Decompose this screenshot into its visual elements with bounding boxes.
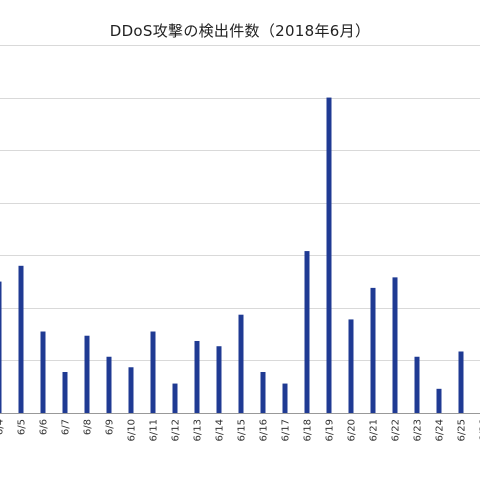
bar — [326, 97, 332, 414]
bar — [128, 367, 134, 413]
x-tick-label: 6/10 — [127, 419, 138, 441]
bar — [18, 265, 24, 413]
x-tick-label: 6/14 — [215, 419, 226, 441]
x-tick-label: 6/11 — [149, 419, 160, 441]
bar — [304, 251, 310, 413]
bar — [238, 314, 244, 413]
bar — [172, 383, 178, 413]
x-tick-label: 6/15 — [237, 419, 248, 441]
chart-title: DDoS攻撃の検出件数（2018年6月） — [109, 22, 371, 40]
bar — [392, 277, 398, 413]
bar — [106, 356, 112, 413]
x-tick-label: 6/4 — [0, 419, 6, 435]
x-tick-label: 6/20 — [347, 419, 358, 441]
bar — [282, 383, 288, 413]
x-tick-label: 6/25 — [457, 419, 468, 441]
x-tick-label: 6/16 — [259, 419, 270, 441]
x-tick-label: 6/24 — [435, 419, 446, 441]
bar — [0, 281, 2, 413]
bar — [348, 319, 354, 413]
bar — [84, 335, 90, 413]
bars — [0, 97, 464, 414]
gridlines — [0, 45, 480, 361]
x-tick-label: 6/9 — [105, 419, 116, 435]
x-tick-label: 6/6 — [39, 419, 50, 435]
x-tick-label: 6/13 — [193, 419, 204, 441]
bar — [414, 356, 420, 413]
x-tick-label: 6/12 — [171, 419, 182, 441]
x-tick-label: 6/8 — [83, 419, 94, 435]
x-tick-label: 6/22 — [391, 419, 402, 441]
x-tick-label: 6/17 — [281, 419, 292, 441]
x-tick-label: 6/5 — [17, 419, 28, 435]
x-tick-label: 6/19 — [325, 419, 336, 441]
bar — [370, 287, 376, 413]
x-tick-label: 6/21 — [369, 419, 380, 441]
bar — [260, 371, 266, 413]
bar — [194, 340, 200, 413]
x-tick-label: 6/7 — [61, 419, 72, 435]
x-tick-labels: 6/4 6/5 6/6 6/7 6/8 6/9 6/10 6/11 6/12 6/13 6/14 6/… — [0, 419, 480, 441]
bar — [436, 388, 442, 413]
bar — [150, 331, 156, 413]
bar — [458, 351, 464, 413]
bar — [40, 331, 46, 413]
x-tick-label: 6/26 — [479, 419, 480, 441]
bar — [62, 371, 68, 413]
x-tick-label: 6/23 — [413, 419, 424, 441]
bar — [216, 346, 222, 413]
x-tick-label: 6/18 — [303, 419, 314, 441]
